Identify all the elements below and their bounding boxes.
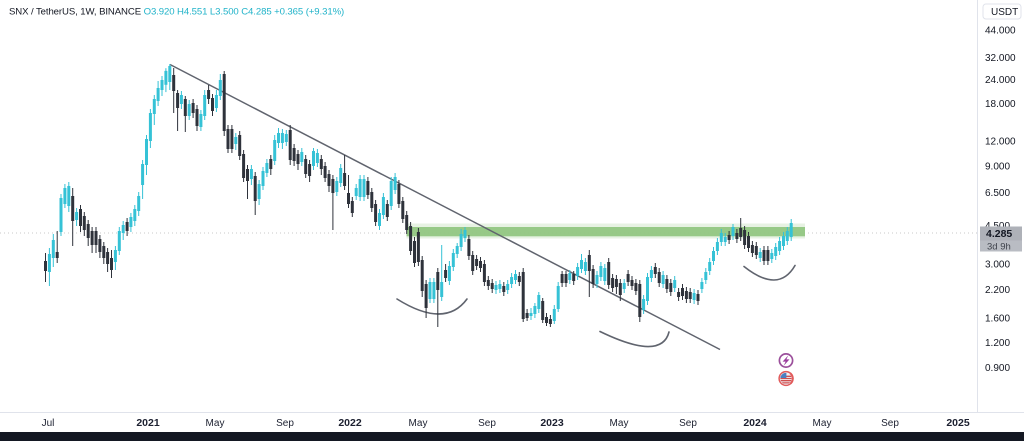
svg-text:24.000: 24.000 bbox=[985, 75, 1016, 86]
svg-text:May: May bbox=[610, 418, 629, 429]
svg-text:4.285: 4.285 bbox=[986, 228, 1012, 240]
svg-text:SNX / TetherUS, 1W, BINANCE O: SNX / TetherUS, 1W, BINANCE O3.920 H4.55… bbox=[9, 7, 344, 18]
svg-text:1.200: 1.200 bbox=[985, 338, 1010, 349]
svg-text:3.000: 3.000 bbox=[985, 260, 1010, 271]
svg-text:0.900: 0.900 bbox=[985, 363, 1010, 374]
svg-text:Sep: Sep bbox=[679, 418, 697, 429]
svg-text:3d 9h: 3d 9h bbox=[987, 242, 1011, 253]
svg-text:1.600: 1.600 bbox=[985, 314, 1010, 325]
svg-text:Sep: Sep bbox=[478, 418, 496, 429]
svg-text:9.000: 9.000 bbox=[985, 162, 1010, 173]
svg-text:44.000: 44.000 bbox=[985, 26, 1016, 37]
svg-text:USDT: USDT bbox=[991, 7, 1018, 18]
svg-text:Sep: Sep bbox=[881, 418, 899, 429]
svg-text:18.000: 18.000 bbox=[985, 99, 1016, 110]
svg-text:May: May bbox=[813, 418, 832, 429]
svg-text:32.000: 32.000 bbox=[985, 53, 1016, 64]
svg-text:2.200: 2.200 bbox=[985, 285, 1010, 296]
svg-text:6.500: 6.500 bbox=[985, 188, 1010, 199]
svg-text:May: May bbox=[409, 418, 428, 429]
svg-text:2023: 2023 bbox=[540, 417, 564, 429]
svg-text:Sep: Sep bbox=[276, 418, 294, 429]
svg-text:2024: 2024 bbox=[743, 417, 767, 429]
svg-text:May: May bbox=[206, 418, 225, 429]
svg-text:Jul: Jul bbox=[42, 418, 55, 429]
svg-text:2022: 2022 bbox=[338, 417, 362, 429]
svg-text:2021: 2021 bbox=[136, 417, 160, 429]
svg-text:2025: 2025 bbox=[946, 417, 970, 429]
svg-text:12.000: 12.000 bbox=[985, 137, 1016, 148]
